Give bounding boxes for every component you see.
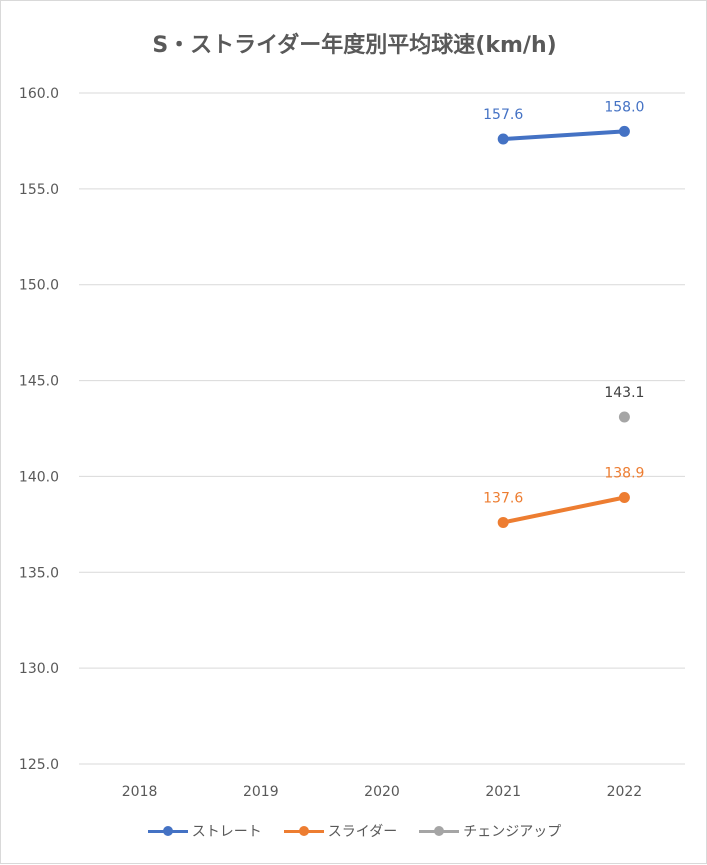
x-tick-label: 2022 — [607, 784, 643, 800]
series-line — [501, 129, 627, 142]
series-lines — [497, 125, 630, 528]
data-label: 158.0 — [604, 99, 644, 115]
y-tick-label: 135.0 — [19, 565, 59, 581]
data-label: 143.1 — [604, 385, 644, 401]
x-tick-label: 2021 — [485, 784, 521, 800]
y-tick-label: 155.0 — [19, 182, 59, 198]
legend: ストレート スライダー チェンジアップ — [1, 821, 707, 841]
legend-swatch — [419, 825, 460, 837]
x-tick-label: 2018 — [122, 784, 158, 800]
x-axis-ticks: 2018 2019 2020 2021 2022 — [122, 784, 642, 800]
data-point — [618, 125, 630, 137]
series-line — [501, 495, 627, 525]
data-point — [497, 516, 509, 528]
data-point — [618, 411, 630, 423]
y-tick-label: 145.0 — [19, 374, 59, 390]
legend-item: ストレート — [147, 821, 262, 841]
data-label: 157.6 — [483, 107, 523, 123]
data-labels: 157.6 158.0 137.6 138.9 143.1 — [483, 99, 644, 506]
y-tick-label: 130.0 — [19, 661, 59, 677]
gridlines — [79, 92, 685, 765]
legend-swatch — [147, 825, 188, 837]
legend-label: ストレート — [191, 824, 262, 840]
data-label: 137.6 — [483, 490, 523, 506]
x-tick-label: 2020 — [364, 784, 400, 800]
data-point — [497, 133, 509, 145]
y-tick-label: 125.0 — [19, 757, 59, 773]
data-point — [618, 492, 630, 504]
y-axis-ticks: 125.0 130.0 135.0 140.0 145.0 150.0 155.0 160.0 — [19, 86, 59, 773]
legend-item: スライダー — [283, 821, 398, 841]
y-tick-label: 140.0 — [19, 469, 59, 485]
legend-swatch — [283, 825, 324, 837]
legend-item: チェンジアップ — [419, 821, 561, 841]
legend-label: スライダー — [327, 824, 398, 840]
legend-label: チェンジアップ — [463, 824, 562, 840]
x-tick-label: 2019 — [243, 784, 279, 800]
data-label: 138.9 — [604, 466, 644, 482]
y-tick-label: 150.0 — [19, 278, 59, 294]
chart-title: S・ストライダー年度別平均球速(km/h) — [152, 33, 557, 58]
y-tick-label: 160.0 — [19, 86, 59, 102]
